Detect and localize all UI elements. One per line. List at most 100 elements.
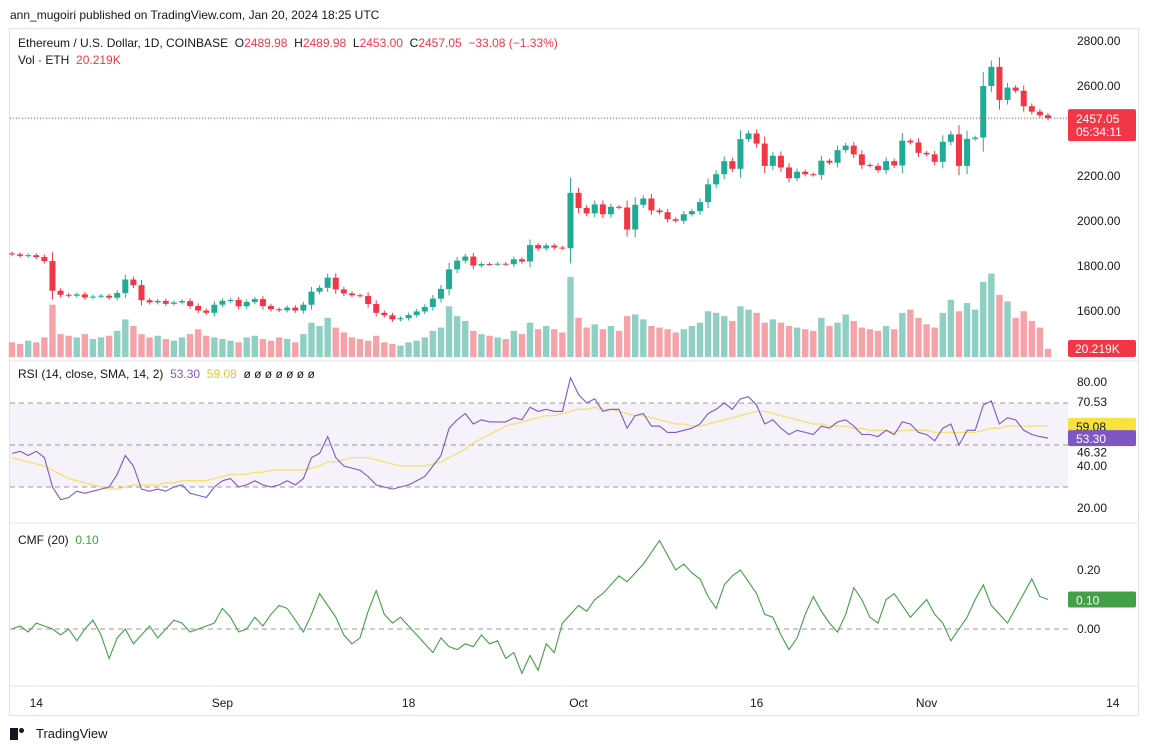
volume-bar: [364, 340, 372, 357]
volume-bar: [470, 330, 477, 357]
candle-body: [875, 165, 882, 171]
volume-bar: [980, 281, 987, 357]
volume-bar: [842, 314, 849, 357]
candle-body: [858, 154, 865, 165]
volume-bar: [114, 330, 121, 357]
candle-body: [947, 134, 954, 142]
candle-body: [389, 315, 396, 320]
volume-bar: [227, 340, 234, 357]
candle-body: [227, 299, 234, 301]
candle-body: [348, 293, 355, 296]
candle-body: [340, 289, 347, 294]
volume-bar: [154, 335, 161, 357]
cmf-label[interactable]: CMF (20): [18, 533, 69, 547]
candle-body: [17, 254, 24, 256]
candle-body: [49, 261, 56, 291]
price-tick-label: 2000.00: [1077, 214, 1121, 228]
rsi-label[interactable]: RSI (14, close, SMA, 14, 2): [18, 367, 164, 381]
volume-bar: [122, 319, 129, 357]
candle-body: [931, 154, 938, 162]
volume-bar: [737, 306, 744, 357]
volume-bar: [559, 332, 566, 357]
volume-bar: [826, 325, 833, 357]
last-price-tag: [1068, 109, 1136, 142]
rsi-sma-tag: [1068, 417, 1136, 434]
volume-bar: [308, 322, 315, 357]
volume-bar: [275, 337, 283, 357]
price-tick-label: 2800.00: [1077, 34, 1121, 48]
candle-body: [324, 277, 331, 288]
volume-bar: [915, 317, 922, 357]
price-tick-label: 1800.00: [1077, 259, 1121, 273]
footer-brand[interactable]: TradingView: [36, 726, 108, 741]
volume-bar: [348, 337, 356, 357]
rsi-tick-label: 70.53: [1077, 395, 1107, 409]
candle-body: [664, 212, 671, 220]
volume-bar: [130, 325, 137, 357]
candle-body: [915, 142, 922, 153]
candle-body: [535, 245, 542, 249]
countdown-label: 05:34:11: [1076, 125, 1122, 139]
candle-body: [98, 295, 105, 297]
time-axis: 14Sep18Oct16Nov14Dec18202415: [30, 696, 1120, 710]
price-tick-label: 2600.00: [1077, 79, 1121, 93]
candle-body: [130, 279, 137, 286]
candle-body: [470, 256, 477, 266]
volume-bar: [963, 303, 971, 357]
volume-bar: [478, 334, 485, 357]
candle-body: [89, 296, 96, 298]
candle-body: [777, 155, 784, 168]
rsi-value: 53.30: [170, 367, 201, 381]
volume-bar: [219, 339, 226, 357]
candle-body: [575, 192, 582, 208]
candle-body: [429, 298, 436, 307]
volume-bar: [324, 317, 331, 357]
volume-bar: [49, 304, 56, 357]
rsi-disabled-values: ø ø ø ø ø ø ø: [243, 367, 315, 381]
time-tick-label: Sep: [212, 696, 234, 710]
volume-bar: [1004, 301, 1011, 357]
volume-label[interactable]: Vol · ETH: [18, 53, 70, 67]
symbol-title[interactable]: Ethereum / U.S. Dollar, 1D, COINBASE: [18, 36, 229, 50]
candle-body: [308, 291, 315, 305]
rsi-legend: RSI (14, close, SMA, 14, 2) 53.30 59.08 …: [18, 367, 315, 381]
open-value: 2489.98: [244, 36, 288, 50]
volume-bar: [16, 343, 24, 357]
candle-body: [494, 263, 501, 265]
volume-bar: [1012, 317, 1019, 357]
volume-bar: [640, 319, 647, 357]
candle-body: [696, 202, 703, 212]
candle-body: [761, 143, 768, 166]
volume-bar: [97, 337, 105, 357]
candle-body: [106, 295, 113, 298]
candle-body: [57, 290, 64, 295]
candle-body: [551, 245, 558, 248]
candle-body: [292, 307, 299, 311]
candle-body: [365, 295, 372, 305]
time-tick-label: Nov: [916, 696, 937, 710]
candle-body: [527, 245, 533, 262]
last-price-label: 2457.05: [1076, 112, 1120, 126]
volume-bar: [316, 325, 323, 357]
volume-bar: [356, 339, 364, 357]
volume-bar: [243, 337, 250, 357]
candle-body: [276, 309, 283, 311]
volume-bar: [607, 325, 615, 357]
candle-body: [381, 312, 388, 316]
candle-body: [729, 161, 736, 169]
candle-body: [81, 294, 88, 298]
volume-bar: [89, 339, 97, 357]
volume-bar: [785, 325, 793, 357]
volume-bar: [834, 322, 841, 357]
candle-body: [713, 174, 720, 185]
candle-body: [632, 204, 639, 230]
cmf-legend: CMF (20) 0.10: [18, 533, 99, 547]
candle-body: [437, 288, 444, 299]
volume-bar: [381, 342, 388, 357]
volume-bar: [664, 329, 671, 357]
candle-body: [138, 285, 145, 301]
candle-body: [154, 300, 161, 303]
candle-body: [243, 302, 250, 307]
candle-body: [33, 255, 40, 257]
